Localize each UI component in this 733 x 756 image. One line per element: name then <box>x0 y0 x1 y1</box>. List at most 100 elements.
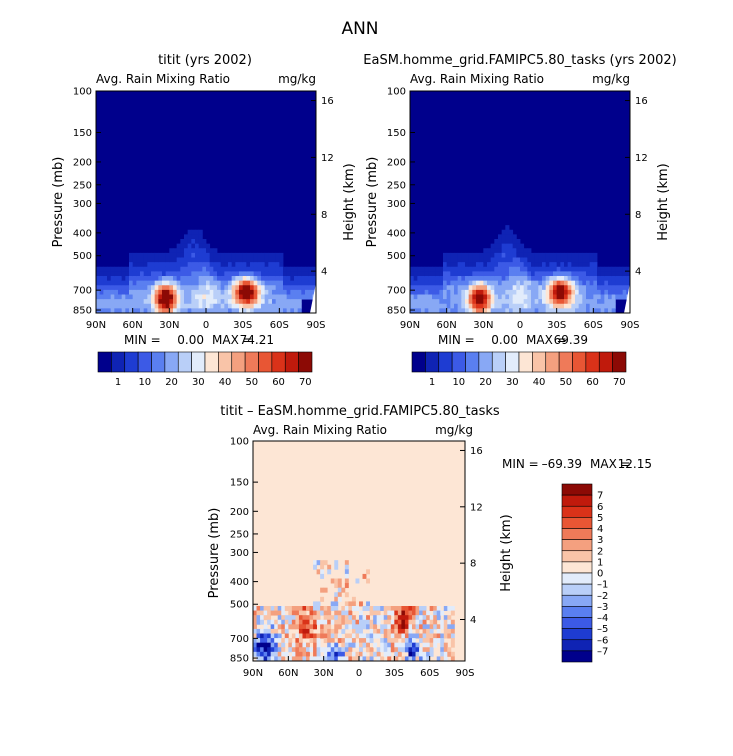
field-cell <box>553 294 558 300</box>
field-cell <box>560 299 565 305</box>
field-cell <box>373 615 378 621</box>
field-cell <box>487 285 492 291</box>
field-cell <box>419 610 423 616</box>
field-cell <box>476 303 481 309</box>
field-cell <box>277 619 282 625</box>
field-cell <box>366 647 370 653</box>
field-cell <box>465 262 470 268</box>
field-cell <box>272 262 277 268</box>
field-cell <box>239 276 244 282</box>
field-cell <box>291 619 296 625</box>
field-cell <box>286 294 291 300</box>
field-cell <box>567 294 572 300</box>
field-cell <box>246 299 251 305</box>
field-cell <box>257 285 262 291</box>
colorbar-box <box>465 351 480 373</box>
field-cell <box>169 262 174 268</box>
field-cell <box>253 619 257 625</box>
field-cell <box>274 606 279 611</box>
field-cell <box>239 266 244 272</box>
field-cell <box>132 252 137 258</box>
field-cell <box>206 299 211 305</box>
field-cell <box>250 280 255 286</box>
field-cell <box>597 285 602 291</box>
field-cell <box>129 252 134 258</box>
field-cell <box>103 308 108 314</box>
field-cell <box>110 276 115 282</box>
y2-tick-label: 12 <box>470 502 483 513</box>
field-cell <box>344 619 349 625</box>
field-cell <box>334 633 339 639</box>
field-cell <box>165 280 170 286</box>
field-cell <box>202 266 207 272</box>
colorbar-box <box>561 528 593 540</box>
field-cell <box>302 624 307 630</box>
field-cell <box>457 308 462 314</box>
field-cell <box>553 266 558 272</box>
field-cell <box>96 303 101 309</box>
field-cell <box>235 271 240 277</box>
field-cell <box>376 656 381 662</box>
field-cell <box>413 285 418 291</box>
field-cell <box>103 285 108 291</box>
colorbar-box <box>258 351 273 373</box>
field-cell <box>140 280 145 286</box>
field-cell <box>213 276 218 282</box>
field-cell <box>426 651 431 657</box>
field-cell <box>173 303 178 309</box>
field-cell <box>553 262 558 268</box>
field-cell <box>424 308 429 314</box>
field-cell <box>169 280 174 286</box>
field-cell <box>483 266 488 272</box>
field-cell <box>206 289 211 295</box>
field-cell <box>173 280 178 286</box>
field-cell <box>277 647 282 653</box>
field-cell <box>132 266 137 272</box>
field-cell <box>187 271 192 277</box>
field-cell <box>443 252 448 258</box>
field-cell <box>224 271 229 277</box>
field-cell <box>129 303 134 309</box>
field-cell <box>165 252 170 258</box>
field-cell <box>461 289 466 295</box>
field-cell <box>206 308 211 314</box>
field-cell <box>136 266 141 272</box>
field-cell <box>600 276 605 282</box>
field-cell <box>250 308 255 314</box>
field-cell <box>490 294 495 300</box>
field-cell <box>505 252 510 258</box>
field-cell <box>220 280 225 286</box>
y2-tick-label: 12 <box>321 153 334 164</box>
field-cell <box>323 606 328 611</box>
field-cell <box>114 294 119 300</box>
field-cell <box>359 601 363 607</box>
field-cell <box>286 308 291 314</box>
field-cell <box>435 308 440 314</box>
field-cell <box>560 294 565 300</box>
field-cell <box>487 257 492 263</box>
field-cell <box>516 294 521 300</box>
field-cell <box>316 615 321 621</box>
field-cell <box>235 294 240 300</box>
field-cell <box>373 606 378 611</box>
field-cell <box>454 294 459 300</box>
field-cell <box>387 615 392 621</box>
field-cell <box>454 276 459 282</box>
field-cell <box>538 289 543 295</box>
field-cell <box>619 289 624 295</box>
field-cell <box>305 276 310 282</box>
field-cell <box>472 299 477 305</box>
field-cell <box>344 651 349 657</box>
field-cell <box>344 647 349 653</box>
field-cell <box>457 299 462 305</box>
field-cell <box>589 252 594 258</box>
field-cell <box>415 651 420 657</box>
field-cell <box>147 289 152 295</box>
field-cell <box>198 248 203 254</box>
field-cell <box>556 289 561 295</box>
field-cell <box>283 276 288 282</box>
field-cell <box>560 308 565 314</box>
field-cell <box>412 647 416 653</box>
field-cell <box>428 303 433 309</box>
field-cell <box>465 252 470 258</box>
